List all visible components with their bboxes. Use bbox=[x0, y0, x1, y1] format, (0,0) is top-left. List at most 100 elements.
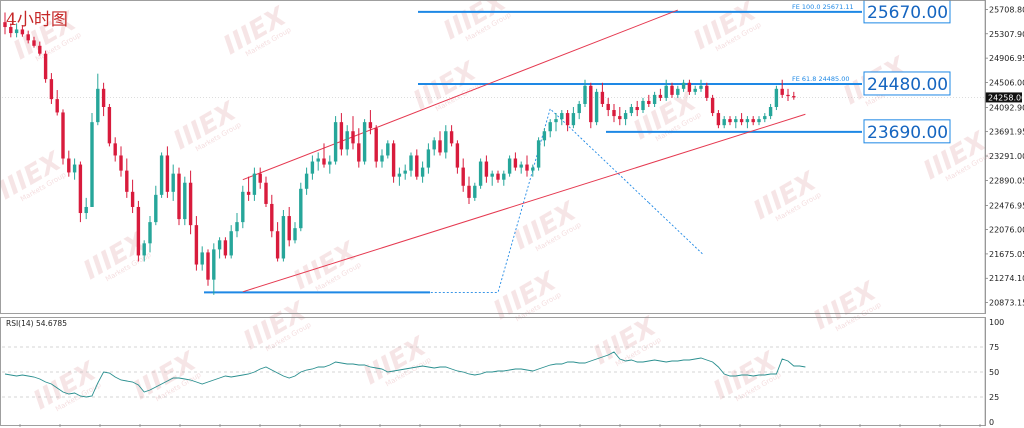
candle-body bbox=[380, 155, 384, 162]
candle bbox=[14, 23, 19, 38]
candle-body bbox=[664, 85, 668, 98]
candle bbox=[299, 182, 303, 232]
candle-body bbox=[432, 140, 436, 150]
candle bbox=[536, 137, 541, 171]
candle-body bbox=[165, 155, 170, 192]
rsi-panel-frame bbox=[0, 317, 986, 426]
candle-body bbox=[455, 143, 460, 168]
price-tick-label: 20873.15 bbox=[989, 299, 1024, 308]
candle-body bbox=[113, 143, 117, 156]
candle-body bbox=[391, 143, 396, 177]
candle bbox=[670, 82, 674, 98]
price-tick-label: 25307.90 bbox=[989, 30, 1024, 39]
candle bbox=[757, 116, 761, 126]
candle-body bbox=[461, 167, 465, 186]
candle-body bbox=[444, 131, 448, 153]
candle bbox=[519, 161, 523, 174]
candle bbox=[328, 155, 332, 174]
candle-body bbox=[206, 252, 210, 280]
rsi-line bbox=[4, 351, 806, 398]
candle-body bbox=[734, 119, 738, 123]
candle bbox=[67, 150, 71, 177]
rsi-label: RSI(14) 54.6785 bbox=[6, 319, 67, 328]
level-label: 25670.00 bbox=[867, 3, 948, 23]
candle bbox=[722, 116, 726, 129]
candle-body bbox=[154, 194, 158, 223]
candle bbox=[351, 116, 355, 150]
channel-upper-line bbox=[242, 9, 678, 181]
candle-body bbox=[612, 110, 616, 117]
candle bbox=[432, 137, 436, 156]
candle-body bbox=[467, 185, 471, 198]
candle bbox=[241, 185, 245, 229]
price-tick-label: 22076.00 bbox=[989, 226, 1024, 235]
rsi-tick-label: 75 bbox=[989, 343, 999, 352]
candle-body bbox=[786, 94, 790, 97]
candle bbox=[780, 79, 784, 98]
candle bbox=[467, 176, 471, 204]
candle-body bbox=[49, 79, 54, 100]
fe-label: FE 61.8 24485.00 bbox=[792, 75, 849, 83]
candle-body bbox=[490, 173, 494, 177]
rsi-tick-label: 25 bbox=[989, 393, 999, 402]
candle-body bbox=[328, 161, 332, 165]
candle bbox=[339, 113, 344, 156]
candle bbox=[658, 88, 663, 101]
candle bbox=[125, 158, 129, 198]
candle bbox=[246, 176, 251, 201]
candle-body bbox=[194, 225, 199, 265]
candle bbox=[589, 82, 593, 129]
candle bbox=[270, 194, 274, 238]
candle-body bbox=[722, 119, 726, 126]
candle-body bbox=[275, 231, 280, 259]
candle-body bbox=[67, 158, 71, 173]
candle-body bbox=[177, 173, 181, 220]
candle bbox=[623, 110, 628, 126]
candle-body bbox=[357, 143, 361, 162]
candle bbox=[188, 170, 193, 235]
candle bbox=[287, 206, 291, 247]
candle bbox=[734, 116, 738, 129]
candle bbox=[444, 125, 448, 159]
trend-channel bbox=[242, 9, 806, 293]
fib-projection bbox=[242, 107, 704, 293]
price-panel: FE 100.0 25671.11 FE 61.8 24485.00 bbox=[2, 3, 985, 295]
candle-body bbox=[333, 122, 338, 162]
candle bbox=[745, 116, 750, 129]
candle bbox=[705, 82, 709, 101]
price-tick-label: 21675.05 bbox=[989, 250, 1024, 259]
candle bbox=[345, 125, 349, 156]
candle bbox=[507, 155, 512, 177]
candle-body bbox=[14, 29, 19, 34]
candle bbox=[420, 161, 425, 183]
candle bbox=[606, 97, 610, 117]
candle bbox=[676, 85, 680, 98]
candle-body bbox=[142, 243, 146, 256]
candle bbox=[223, 237, 228, 259]
candle bbox=[629, 103, 634, 117]
candle-body bbox=[681, 82, 686, 89]
candle-body bbox=[548, 122, 552, 132]
candle-body bbox=[32, 40, 36, 46]
candle bbox=[426, 143, 431, 174]
candle-body bbox=[38, 45, 42, 54]
candle-body bbox=[96, 88, 100, 123]
candle-body bbox=[757, 119, 761, 123]
candle bbox=[792, 91, 796, 100]
level-lines: FE 100.0 25671.11 FE 61.8 24485.00 bbox=[2, 3, 985, 294]
candle bbox=[362, 119, 367, 165]
candle bbox=[183, 176, 187, 226]
candle-body bbox=[20, 29, 25, 35]
price-tick-label: 24092.90 bbox=[989, 103, 1024, 112]
candle-body bbox=[768, 107, 773, 117]
candle-body bbox=[188, 182, 193, 226]
candle bbox=[594, 88, 599, 126]
candle-body bbox=[270, 203, 274, 232]
candle bbox=[148, 216, 152, 253]
candle bbox=[763, 113, 767, 123]
price-tick-label: 23291.00 bbox=[989, 152, 1024, 161]
candle-body bbox=[3, 22, 7, 28]
